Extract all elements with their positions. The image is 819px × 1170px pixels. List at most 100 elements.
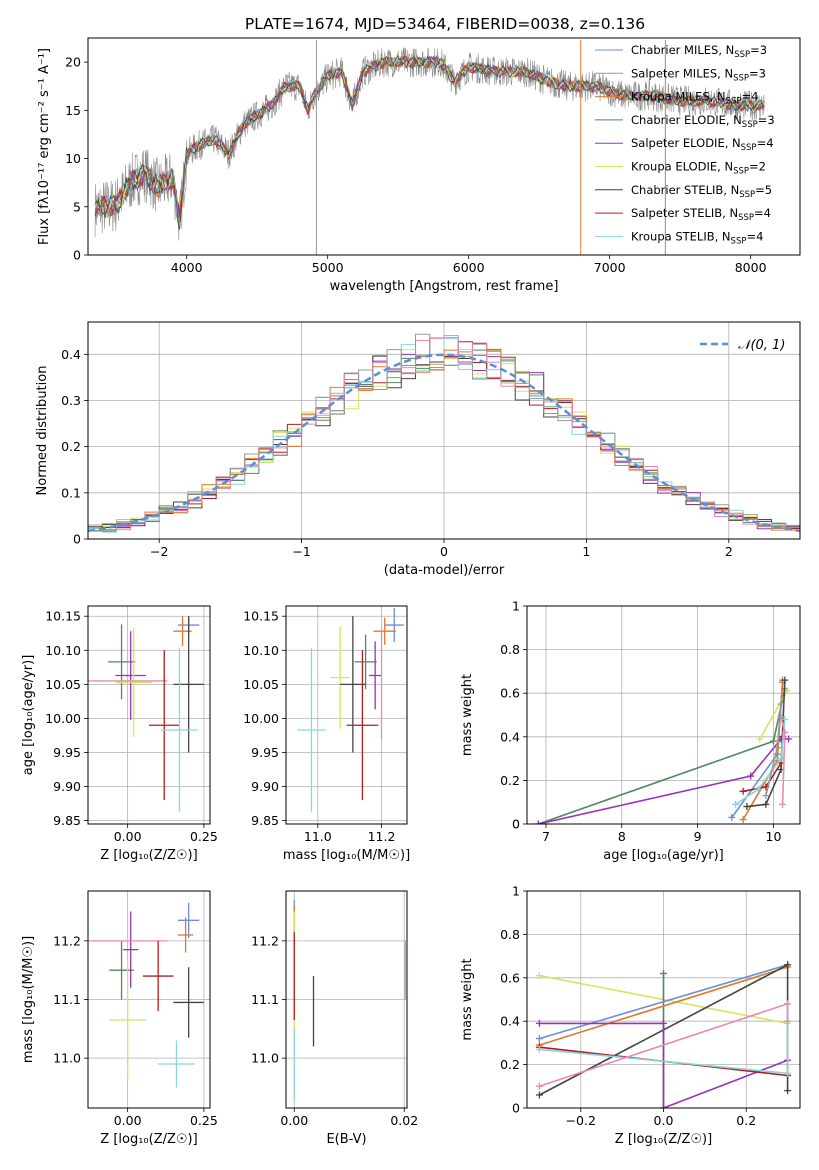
weight-marker	[777, 713, 785, 721]
legend-subscript: SSP	[738, 213, 754, 223]
x-tick-label: 0.25	[190, 829, 218, 844]
weight-line-7	[735, 719, 786, 806]
weight-marker	[769, 737, 777, 745]
weight-marker	[779, 800, 787, 808]
x-tick-label: 11.0	[304, 829, 332, 844]
weight-marker	[535, 1082, 543, 1090]
y-tick-label: 15	[65, 103, 81, 118]
y-tick-label: 11.1	[251, 992, 279, 1007]
weight-marker	[762, 792, 770, 800]
axes-frame	[87, 37, 801, 256]
y-tick-label: 0.1	[61, 485, 81, 500]
weight-marker	[534, 820, 542, 824]
weight-marker	[660, 1104, 667, 1108]
x-tick-label: 0.00	[114, 829, 142, 844]
y-tick-label: 0.6	[500, 970, 520, 985]
x-tick-label: −2	[150, 544, 168, 559]
y-axis-label: mass [log₁₀(M/M☉)]	[21, 936, 36, 1063]
legend-tail: =3	[749, 66, 766, 80]
legend-tail: =4	[754, 206, 771, 220]
x-axis-label: (data-model)/error	[384, 563, 505, 578]
y-tick-label: 11.1	[53, 992, 81, 1007]
weight-line-2	[759, 690, 788, 740]
model-line-6	[94, 55, 765, 231]
y-tick-label: 9.90	[53, 779, 81, 794]
y-tick-label: 10	[65, 151, 81, 166]
axes-frame	[526, 890, 801, 1109]
weight-marker	[535, 1035, 543, 1043]
y-tick-label: 10.00	[45, 711, 81, 726]
axes-frame	[87, 890, 211, 1109]
x-tick-label: −0.2	[566, 1113, 596, 1128]
y-tick-label: 0.8	[500, 642, 520, 657]
legend-entry: Chabrier ELODIE, NSSP=3	[631, 113, 775, 130]
x-tick-label: 6000	[453, 260, 485, 275]
legend-entry: Salpeter STELIB, NSSP=4	[631, 206, 771, 223]
mass-weight-vs-age-panel: 7 8 9 10 0 0.2 0.4 0.6 0.8 1 age [log₁₀(age/yr)] ma…	[460, 599, 801, 863]
legend-subscript: SSP	[742, 120, 758, 130]
weight-marker	[743, 803, 751, 811]
weight-marker	[777, 700, 785, 708]
legend-subscript: SSP	[734, 50, 750, 60]
x-axis-label: wavelength [Angstrom, rest frame]	[330, 279, 559, 294]
y-tick-label: 10.10	[45, 643, 81, 658]
errorbars	[297, 608, 404, 812]
y-tick-label: 9.85	[53, 813, 81, 828]
y-tick-label: 11.2	[53, 933, 81, 948]
y-tick-label: 0.4	[500, 1014, 520, 1029]
legend-entry: 𝒩(0, 1)	[738, 338, 785, 353]
spectrum-lines	[94, 39, 765, 255]
y-axis-label: mass weight	[460, 958, 475, 1040]
y-tick-label: 10.05	[45, 677, 81, 692]
errorbars	[88, 616, 204, 812]
weight-marker	[535, 1019, 543, 1027]
x-tick-label: 9	[694, 829, 702, 844]
x-tick-label: 5000	[312, 260, 344, 275]
errorbars	[293, 899, 407, 1100]
y-tick-label: 11.2	[251, 933, 279, 948]
legend-subscript: SSP	[733, 167, 749, 177]
weight-marker	[781, 676, 789, 684]
weight-lines	[534, 676, 793, 824]
legend-tail: =5	[755, 183, 772, 197]
y-tick-label: 11.0	[53, 1051, 81, 1066]
x-tick-label: 7	[542, 829, 550, 844]
axes-frame	[87, 321, 801, 540]
y-tick-label: 9.90	[251, 779, 279, 794]
y-tick-label: 0	[73, 248, 81, 263]
x-tick-label: 0.02	[390, 1113, 418, 1128]
y-tick-label: 0	[512, 817, 520, 832]
weight-marker	[781, 715, 789, 723]
x-tick-label: 2	[725, 544, 733, 559]
model-line-7	[94, 55, 765, 217]
legend-subscript: SSP	[733, 73, 749, 83]
legend-tail: =3	[750, 43, 767, 57]
x-tick-label: 0.00	[280, 1113, 308, 1128]
legend-entry: Kroupa ELODIE, NSSP=2	[631, 160, 766, 177]
axes-frame	[285, 605, 408, 825]
residuals-panel: −2 −1 0 1 2 0 0.1 0.2 0.3 0.4 (data-model)/error No…	[35, 321, 801, 578]
weight-line-0	[538, 688, 786, 824]
legend-entry: Chabrier STELIB, NSSP=5	[631, 183, 772, 200]
y-axis-label: Normed distribution	[35, 366, 50, 496]
mass-vs-ebv-panel: 0.00 0.02 11.0 11.1 11.2 E(B-V)	[251, 890, 418, 1147]
x-tick-label: 7000	[594, 260, 626, 275]
legend-entry: Chabrier MILES, NSSP=3	[631, 43, 767, 60]
weight-marker	[754, 785, 762, 793]
x-tick-label: 4000	[171, 260, 203, 275]
x-axis-label: Z [log₁₀(Z/Z☉)]	[100, 1132, 197, 1147]
histogram-8	[88, 333, 800, 539]
y-tick-label: 0.2	[500, 1057, 520, 1072]
y-axis-label: Flux [fλ10⁻¹⁷ erg cm⁻² s⁻¹ A⁻¹]	[37, 48, 52, 245]
y-tick-label: 10.15	[45, 609, 81, 624]
weight-marker	[785, 735, 793, 743]
legend-tail: =4	[741, 90, 758, 104]
weight-line-2	[539, 964, 788, 1040]
weight-marker	[739, 816, 747, 824]
y-tick-label: 9.95	[251, 745, 279, 760]
weight-lines	[535, 961, 792, 1108]
x-tick-label: 0.0	[654, 1113, 674, 1128]
y-tick-label: 9.85	[251, 813, 279, 828]
weight-marker	[784, 1069, 792, 1077]
